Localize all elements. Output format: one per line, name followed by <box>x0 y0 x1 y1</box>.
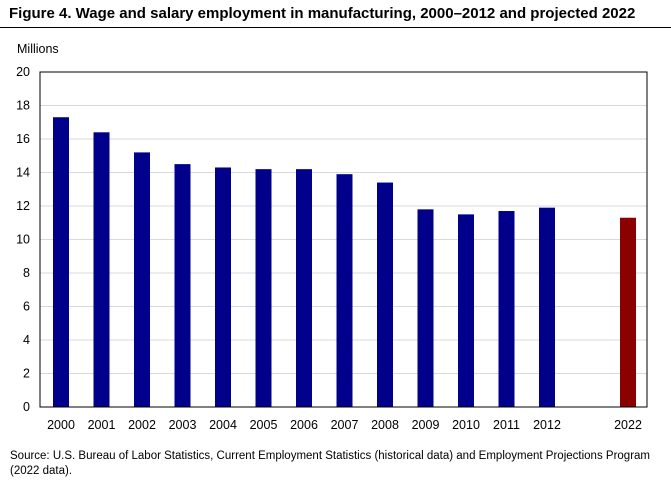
x-tick-label: 2007 <box>331 418 359 432</box>
y-tick-label: 14 <box>16 166 30 180</box>
bar-2012 <box>539 207 555 407</box>
y-axis-label: Millions <box>17 42 59 56</box>
y-tick-label: 6 <box>23 300 30 314</box>
y-tick-label: 20 <box>16 65 30 79</box>
y-tick-label: 18 <box>16 99 30 113</box>
bar-2003 <box>174 164 191 407</box>
y-tick-label: 10 <box>16 233 30 247</box>
x-tick-labels: 2000 2001 2002 2003 2004 2005 2006 2007 2008 2009… <box>47 418 642 432</box>
bar-2002 <box>134 152 150 407</box>
title-divider <box>0 27 671 28</box>
x-tick-label: 2000 <box>47 418 75 432</box>
bar-2006 <box>296 169 312 407</box>
figure-title: Figure 4. Wage and salary employment in … <box>9 5 636 22</box>
x-tick-label: 2003 <box>169 418 197 432</box>
bar-2022 <box>620 217 636 407</box>
y-tick-label: 0 <box>23 400 30 414</box>
y-tick-label: 4 <box>23 333 30 347</box>
x-tick-label: 2002 <box>128 418 156 432</box>
x-tick-label: 2010 <box>452 418 480 432</box>
y-tick-label: 16 <box>16 132 30 146</box>
bar-2007 <box>336 174 353 407</box>
bar-2010 <box>458 214 474 407</box>
x-tick-label: 2008 <box>371 418 399 432</box>
x-tick-label: 2004 <box>209 418 237 432</box>
x-tick-label: 2005 <box>250 418 278 432</box>
bar-2004 <box>215 167 231 407</box>
x-tick-label: 2012 <box>533 418 561 432</box>
x-tick-label: 2011 <box>493 418 520 432</box>
bar-2005 <box>255 169 272 407</box>
bar-2000 <box>53 117 69 407</box>
axes <box>39 71 648 408</box>
y-tick-label: 12 <box>16 199 30 213</box>
x-tick-label: 2009 <box>412 418 440 432</box>
plot-frame <box>39 71 648 408</box>
bar-2011 <box>498 211 515 407</box>
bar-2001 <box>93 132 110 408</box>
source-note: Source: U.S. Bureau of Labor Statistics,… <box>10 450 650 477</box>
y-tick-labels: 0 2 4 6 8 10 12 14 16 18 20 <box>16 65 30 414</box>
y-tick-label: 2 <box>23 367 30 381</box>
x-tick-label: 2001 <box>88 418 116 432</box>
x-tick-label: 2006 <box>290 418 318 432</box>
x-tick-label: 2022 <box>614 418 642 432</box>
y-tick-label: 8 <box>23 266 30 280</box>
bars <box>53 117 636 408</box>
bar-2008 <box>377 182 393 407</box>
bar-2009 <box>417 209 434 407</box>
